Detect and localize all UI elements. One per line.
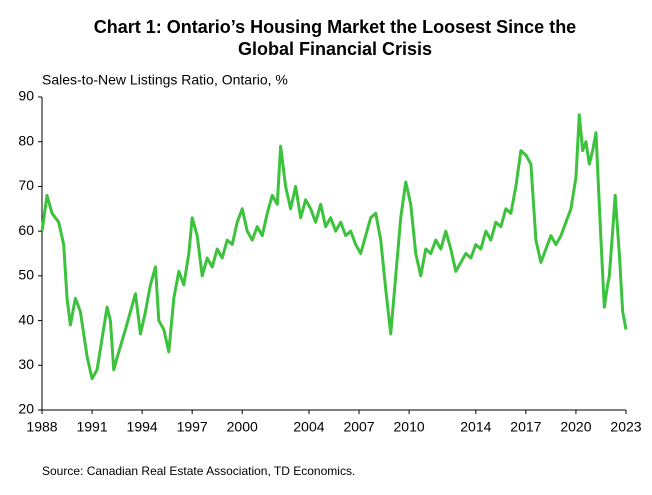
x-tick-label: 2017: [510, 419, 541, 435]
chart-title: Chart 1: Ontario’s Housing Market the Lo…: [94, 17, 576, 37]
x-tick-label: 2023: [610, 419, 641, 435]
x-tick-label: 1997: [177, 419, 208, 435]
y-tick-label: 60: [18, 222, 34, 238]
y-tick-label: 20: [18, 401, 34, 417]
x-tick-label: 2000: [227, 419, 258, 435]
x-tick-label: 2014: [460, 419, 491, 435]
chart-title-line2: Global Financial Crisis: [238, 39, 432, 59]
y-tick-label: 80: [18, 132, 34, 148]
source: Source: Canadian Real Estate Association…: [42, 464, 355, 478]
y-tick-label: 50: [18, 267, 34, 283]
subtitle: Sales-to-New Listings Ratio, Ontario, %: [42, 72, 288, 88]
y-tick-label: 30: [18, 356, 34, 372]
x-tick-label: 1991: [76, 419, 107, 435]
y-tick-label: 70: [18, 177, 34, 193]
x-tick-label: 2020: [560, 419, 591, 435]
x-tick-label: 2004: [293, 419, 324, 435]
y-tick-label: 40: [18, 311, 34, 327]
x-tick-label: 1988: [26, 419, 57, 435]
x-tick-label: 2007: [343, 419, 374, 435]
x-tick-label: 1994: [127, 419, 158, 435]
line-series: [40, 113, 628, 381]
x-tick-label: 2010: [394, 419, 425, 435]
y-tick-label: 90: [18, 88, 34, 104]
